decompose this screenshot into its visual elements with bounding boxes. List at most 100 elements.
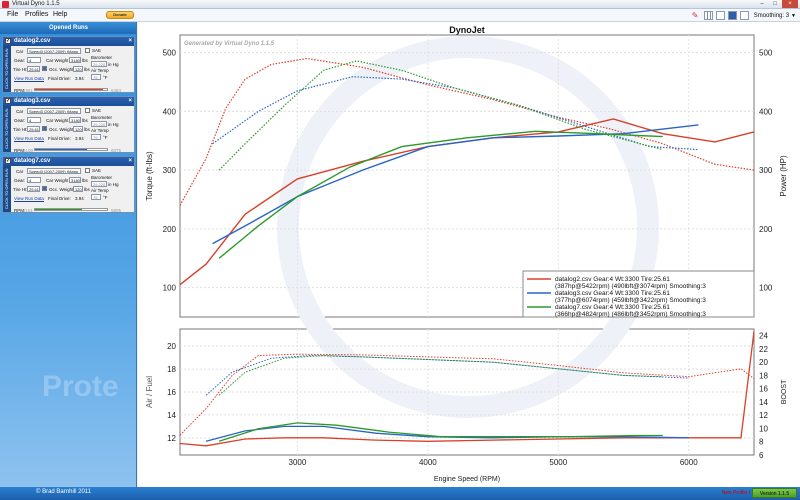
app-icon — [2, 1, 9, 8]
view-run-data-link[interactable]: View Run Data — [14, 136, 44, 141]
barometer-input[interactable]: 29.220 — [91, 61, 107, 67]
occ-weight-input[interactable]: 120 — [73, 186, 83, 192]
x-tick-label: 5000 — [549, 458, 567, 467]
menu-help[interactable]: Help — [53, 11, 68, 18]
gear-label: Gear: — [14, 118, 26, 123]
rpm-range-slider[interactable] — [34, 208, 108, 211]
tire-height-label: Tire Ht: — [13, 127, 28, 132]
chart-title: DynoJet — [449, 25, 485, 35]
sae-checkbox[interactable] — [85, 108, 90, 113]
y2-tick-label: 300 — [759, 166, 773, 175]
run-side-tab[interactable]: CLICK TO OPEN RUN — [3, 46, 11, 92]
chart-icon[interactable] — [715, 11, 725, 20]
y-tick-label: 100 — [163, 284, 177, 293]
y-tick-label: 500 — [163, 49, 177, 58]
lbs-label: lbs — [84, 127, 90, 132]
legend-box — [522, 270, 755, 318]
rpm-range-slider[interactable] — [34, 88, 108, 91]
car-weight-input[interactable]: 3180 — [69, 177, 81, 183]
rpm-label: RPM — [14, 208, 24, 213]
smoothing-select[interactable]: Smoothing: 3 — [753, 12, 790, 19]
rpm-range-fill — [35, 209, 82, 210]
minimize-icon[interactable]: – — [760, 1, 764, 7]
legend-line2: (387hp@5422rpm) (490lbft@3074rpm) Smooth… — [555, 283, 706, 290]
checkbox-icon[interactable]: ✓ — [5, 38, 11, 44]
gear-select[interactable]: 4 — [27, 177, 41, 183]
car-weight-input[interactable]: 3180 — [69, 117, 81, 123]
lbs-label: lbs — [82, 58, 88, 63]
boost-tick-label: 18 — [759, 371, 768, 380]
y2-tick-label: 100 — [759, 284, 773, 293]
run-file-name: datalog3.csv — [14, 98, 51, 104]
torque-plot-frame — [179, 34, 755, 318]
close-icon[interactable]: × — [782, 0, 798, 8]
donate-button[interactable]: Donate — [106, 11, 134, 19]
close-icon[interactable]: × — [128, 158, 132, 164]
car-weight-label: Car Weight — [46, 58, 69, 63]
tire-icon[interactable] — [42, 186, 47, 191]
occ-weight-input[interactable]: 120 — [73, 126, 83, 132]
air-temp-input[interactable]: 75 — [91, 134, 101, 140]
grid-icon[interactable] — [703, 11, 713, 20]
run-header[interactable]: ✓ datalog3.csv × — [3, 97, 134, 106]
tire-icon[interactable] — [42, 126, 47, 131]
save-icon[interactable] — [727, 11, 737, 20]
checkbox-icon[interactable]: ✓ — [5, 98, 11, 104]
air-temp-input[interactable]: 75 — [91, 194, 101, 200]
y2-tick-label: 200 — [759, 225, 773, 234]
tire-height-input[interactable]: 25.61 — [27, 186, 40, 192]
car-select[interactable]: Speed3 (2007-2009) (Manu — [27, 48, 81, 54]
menu-profiles[interactable]: Profiles — [25, 11, 49, 18]
air-temp-label: Air Temp — [91, 188, 109, 193]
boost-axis-label: BOOST — [781, 379, 788, 404]
view-run-data-link[interactable]: View Run Data — [14, 76, 44, 81]
lbs-label: lbs — [82, 118, 88, 123]
deg-f-label: °F — [103, 75, 108, 80]
version-badge[interactable]: Version 1.1.5 — [752, 488, 797, 498]
chevron-down-icon[interactable]: ▼ — [791, 12, 796, 19]
afr-tick-label: 16 — [167, 388, 176, 397]
car-select[interactable]: Speed3 (2007-2009) (Manu — [27, 168, 81, 174]
close-icon[interactable]: × — [128, 98, 132, 104]
air-temp-input[interactable]: 75 — [91, 74, 101, 80]
close-icon[interactable]: × — [128, 38, 132, 44]
run-file-name: datalog7.csv — [14, 158, 51, 164]
pen-icon[interactable]: ✎ — [691, 11, 699, 20]
run-side-tab[interactable]: CLICK TO OPEN RUN — [3, 166, 11, 212]
tire-height-input[interactable]: 25.61 — [27, 126, 40, 132]
maximize-icon[interactable]: □ — [773, 1, 777, 7]
sae-checkbox[interactable] — [85, 48, 90, 53]
run-panel: ✓ datalog2.csv × CLICK TO OPEN RUN Car Speed3… — [2, 36, 135, 93]
run-side-tab[interactable]: CLICK TO OPEN RUN — [3, 106, 11, 152]
final-drive-value: 3.94 — [75, 196, 84, 201]
deg-f-label: °F — [103, 195, 108, 200]
afr-axis-label: Air / Fuel — [145, 376, 154, 408]
run-header[interactable]: ✓ datalog7.csv × — [3, 157, 134, 166]
y-tick-label: 400 — [163, 107, 177, 116]
boost-tick-label: 10 — [759, 424, 768, 433]
tire-icon[interactable] — [42, 66, 47, 71]
print-icon[interactable] — [739, 11, 749, 20]
y2-tick-label: 400 — [759, 107, 773, 116]
checkbox-icon[interactable]: ✓ — [5, 158, 11, 164]
boost-tick-label: 8 — [759, 438, 764, 447]
car-select[interactable]: Speed3 (2007-2009) (Manu — [27, 108, 81, 114]
gear-select[interactable]: 4 — [27, 57, 41, 63]
gear-select[interactable]: 4 — [27, 117, 41, 123]
title-bar: Virtual Dyno 1.1.5 – □ × — [0, 0, 800, 9]
x-tick-label: 3000 — [289, 458, 307, 467]
occ-weight-input[interactable]: 120 — [73, 66, 83, 72]
tire-height-input[interactable]: 25.61 — [27, 66, 40, 72]
barometer-input[interactable]: 29.220 — [91, 181, 107, 187]
gear-label: Gear: — [14, 178, 26, 183]
legend-line2: (366hp@4824rpm) (486lbft@3452rpm) Smooth… — [555, 311, 706, 318]
run-header[interactable]: ✓ datalog2.csv × — [3, 37, 134, 46]
car-weight-input[interactable]: 3180 — [69, 57, 81, 63]
sae-checkbox[interactable] — [85, 168, 90, 173]
new-profile-text[interactable]: New Profile I — [721, 490, 750, 496]
boost-series-line — [179, 353, 755, 436]
rpm-range-slider[interactable] — [34, 148, 108, 151]
barometer-input[interactable]: 29.220 — [91, 121, 107, 127]
menu-file[interactable]: File — [7, 11, 19, 18]
view-run-data-link[interactable]: View Run Data — [14, 196, 44, 201]
